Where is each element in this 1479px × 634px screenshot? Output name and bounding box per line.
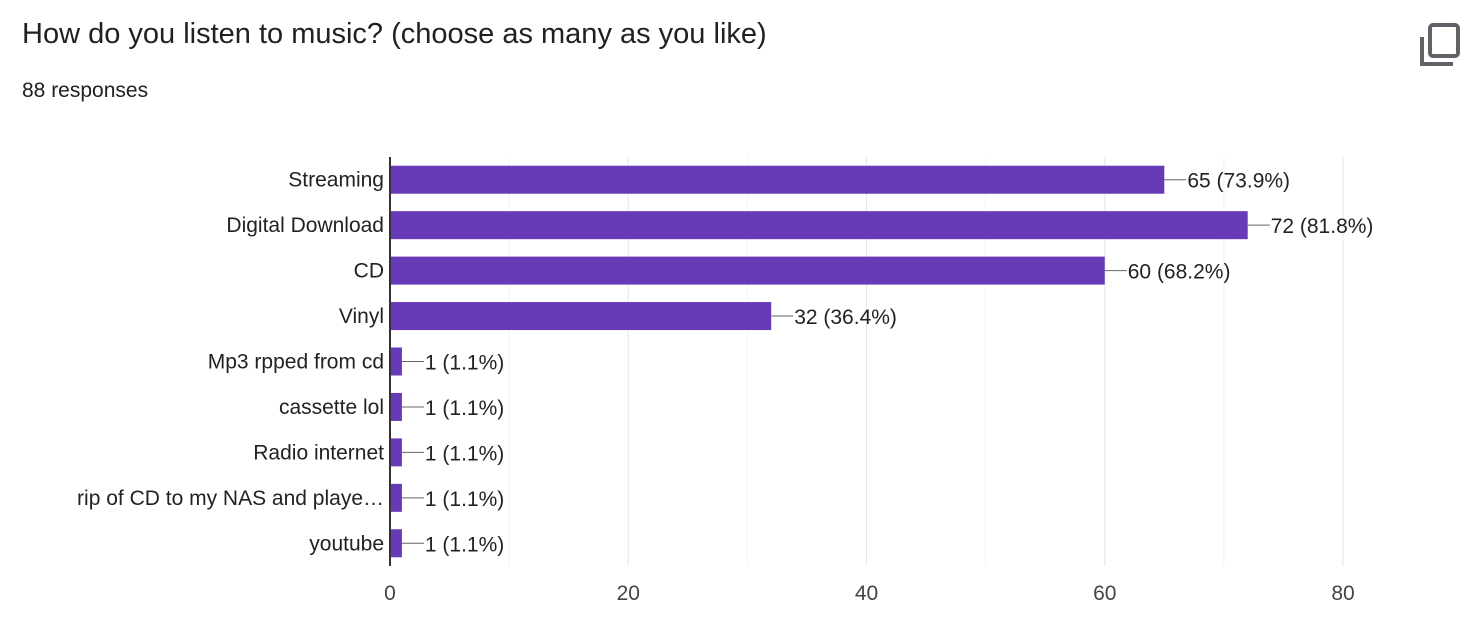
data-label: 65 (73.9%) <box>1187 170 1290 193</box>
category-label: Radio internet <box>253 441 384 464</box>
data-label: 1 (1.1%) <box>425 488 504 511</box>
category-label: Streaming <box>288 169 384 192</box>
data-label: 32 (36.4%) <box>794 306 897 329</box>
category-label: youtube <box>309 532 384 555</box>
bar <box>390 347 402 376</box>
bar <box>390 211 1248 240</box>
data-label: 72 (81.8%) <box>1271 215 1374 238</box>
bar <box>390 529 402 558</box>
category-label: Mp3 rpped from cd <box>208 351 384 374</box>
data-label: 1 (1.1%) <box>425 533 504 556</box>
bar <box>390 483 402 512</box>
response-count: 88 responses <box>22 79 149 102</box>
data-label: 60 (68.2%) <box>1128 261 1231 284</box>
data-label: 1 (1.1%) <box>425 397 504 420</box>
x-tick-label: 40 <box>855 582 878 605</box>
category-label: rip of CD to my NAS and playe… <box>77 487 384 510</box>
category-label: CD <box>354 260 384 283</box>
bar <box>390 165 1165 194</box>
data-label: 1 (1.1%) <box>425 352 504 375</box>
question-title: How do you listen to music? (choose as m… <box>22 18 767 50</box>
bar <box>390 392 402 421</box>
category-label: cassette lol <box>279 396 384 419</box>
x-tick-label: 80 <box>1331 582 1354 605</box>
data-label: 1 (1.1%) <box>425 442 504 465</box>
copy-icon[interactable] <box>1418 22 1462 66</box>
bar <box>390 302 772 331</box>
x-tick-label: 0 <box>384 582 396 605</box>
bar <box>390 256 1105 285</box>
category-label: Digital Download <box>226 214 384 237</box>
x-tick-label: 60 <box>1093 582 1116 605</box>
bar <box>390 438 402 467</box>
category-label: Vinyl <box>339 305 384 328</box>
x-tick-label: 20 <box>617 582 640 605</box>
